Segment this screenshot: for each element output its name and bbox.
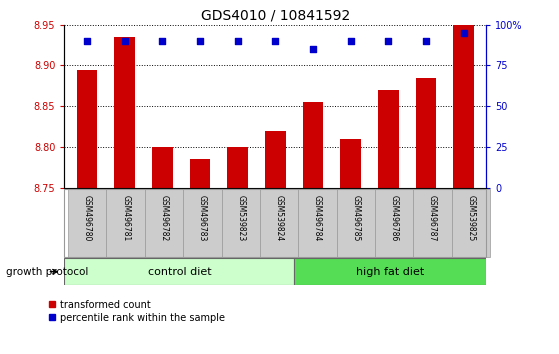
Bar xyxy=(145,189,183,257)
Point xyxy=(196,38,205,44)
Bar xyxy=(414,189,452,257)
Text: GSM496780: GSM496780 xyxy=(83,195,92,241)
Text: GSM496787: GSM496787 xyxy=(428,195,437,241)
Title: GDS4010 / 10841592: GDS4010 / 10841592 xyxy=(201,8,350,22)
Bar xyxy=(190,159,210,188)
Text: GSM496783: GSM496783 xyxy=(198,195,207,241)
Text: GSM539824: GSM539824 xyxy=(274,195,283,241)
Bar xyxy=(340,139,361,188)
Bar xyxy=(337,189,375,257)
Text: GSM496782: GSM496782 xyxy=(159,195,169,241)
Text: GSM496784: GSM496784 xyxy=(313,195,322,241)
Point xyxy=(120,38,129,44)
Text: GSM496786: GSM496786 xyxy=(390,195,399,241)
Point xyxy=(233,38,242,44)
Bar xyxy=(106,189,145,257)
Bar xyxy=(64,258,295,285)
Bar xyxy=(114,37,135,188)
Bar xyxy=(302,102,323,188)
Bar xyxy=(64,189,486,257)
Text: growth protocol: growth protocol xyxy=(6,267,88,277)
Bar xyxy=(260,189,299,257)
Bar xyxy=(221,189,260,257)
Bar xyxy=(453,25,474,188)
Bar xyxy=(295,258,486,285)
Bar xyxy=(152,147,173,188)
Bar xyxy=(77,70,97,188)
Bar xyxy=(452,189,490,257)
Text: GSM539825: GSM539825 xyxy=(466,195,476,241)
Legend: transformed count, percentile rank within the sample: transformed count, percentile rank withi… xyxy=(50,300,225,322)
Bar xyxy=(228,147,248,188)
Bar xyxy=(299,189,337,257)
Point xyxy=(309,46,318,52)
Text: GSM539823: GSM539823 xyxy=(236,195,245,241)
Bar xyxy=(68,189,106,257)
Text: GSM496781: GSM496781 xyxy=(121,195,130,241)
Bar xyxy=(375,189,414,257)
Bar xyxy=(183,189,221,257)
Point xyxy=(459,30,468,36)
Bar xyxy=(416,78,437,188)
Point xyxy=(271,38,280,44)
Bar xyxy=(265,131,286,188)
Text: GSM496785: GSM496785 xyxy=(352,195,361,241)
Point xyxy=(421,38,430,44)
Text: high fat diet: high fat diet xyxy=(356,267,424,277)
Text: control diet: control diet xyxy=(148,267,211,277)
Bar xyxy=(378,90,399,188)
Point xyxy=(346,38,355,44)
Point xyxy=(158,38,167,44)
Point xyxy=(384,38,393,44)
Point xyxy=(82,38,91,44)
